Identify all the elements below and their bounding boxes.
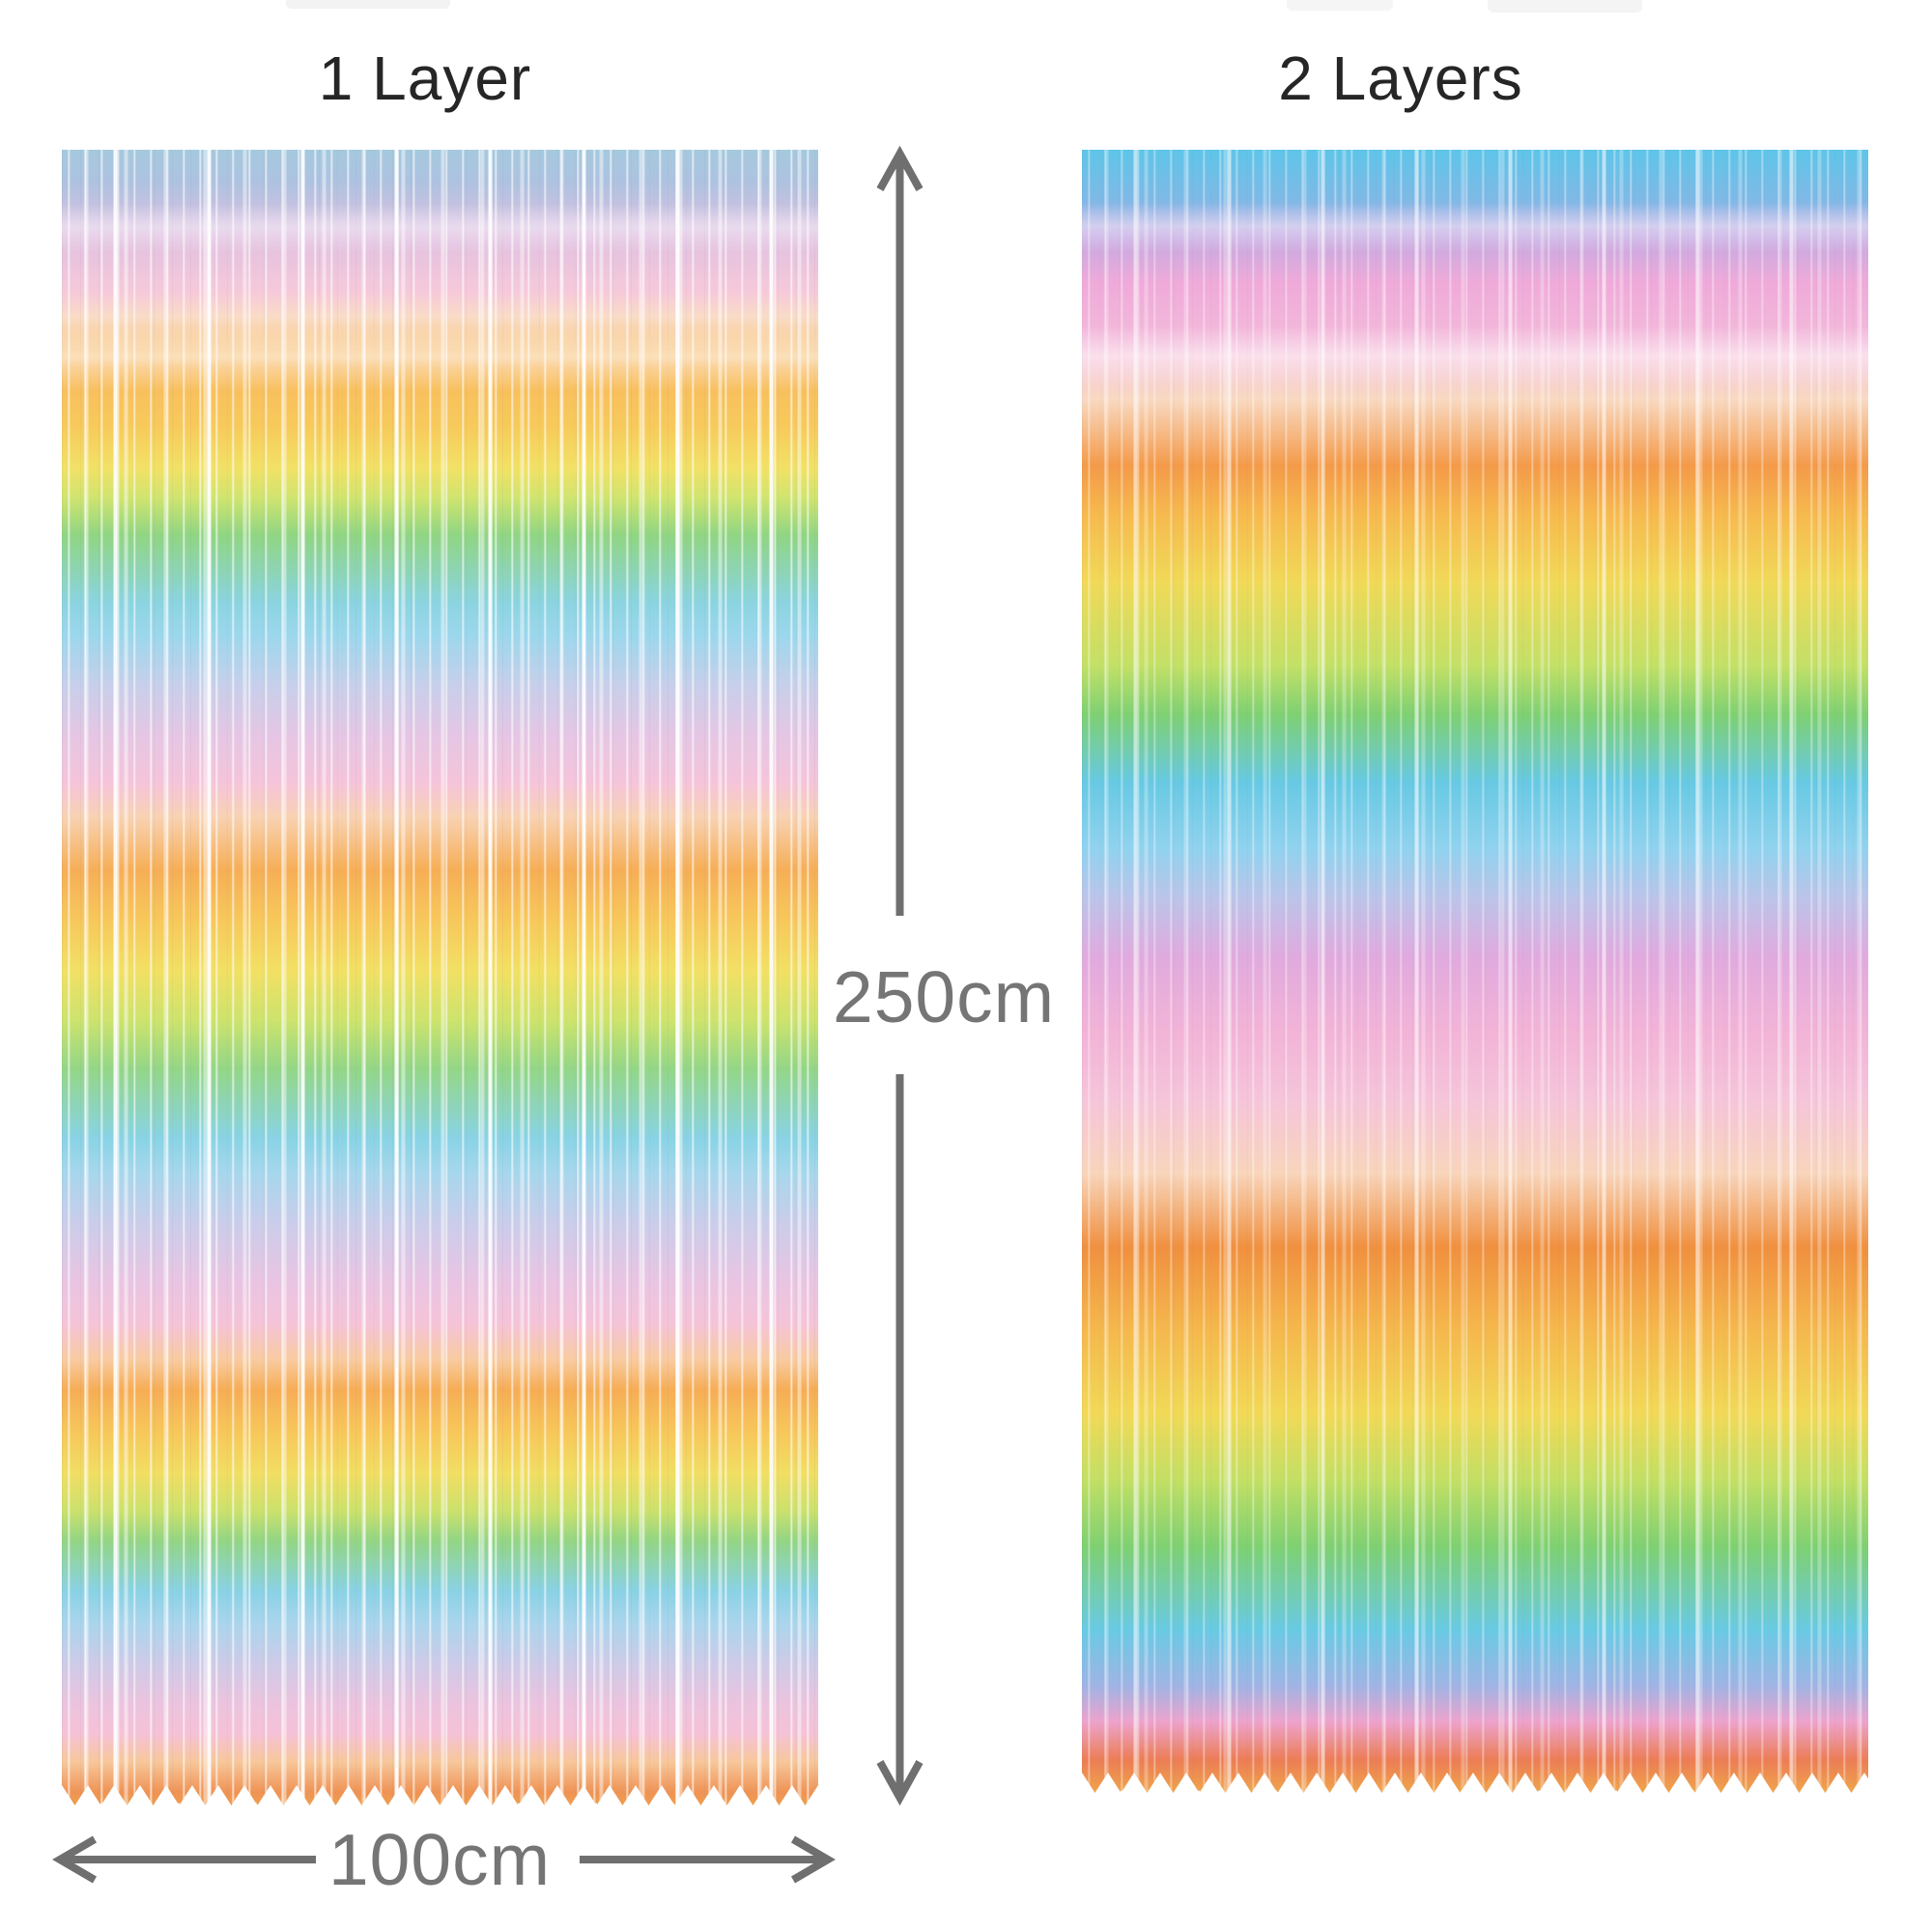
foil-curtain-2-layers: [1082, 150, 1868, 1813]
height-arrow-top-arrowhead: [876, 145, 923, 191]
label-1-layer: 1 Layer: [318, 43, 532, 113]
foil-curtain-1-layer: [62, 150, 818, 1826]
cropped-ui-artifact: [1488, 0, 1642, 13]
curtain-fringe-tips: [1082, 1773, 1868, 1813]
width-dimension-label: 100cm: [327, 1819, 552, 1900]
height-arrow-bottom-arrowhead: [876, 1760, 923, 1806]
cropped-ui-artifact: [286, 0, 450, 9]
curtain-fringe-tips: [62, 1785, 818, 1826]
width-arrow-right-arrowhead: [790, 1835, 836, 1884]
label-2-layers: 2 Layers: [1278, 43, 1523, 113]
width-arrow-left-arrowhead: [52, 1835, 98, 1884]
height-dimension-label: 250cm: [833, 956, 1056, 1037]
curtain-gloss-sheen: [1082, 150, 1868, 1813]
curtain-gloss-sheen: [62, 150, 818, 1826]
cropped-ui-artifact: [1287, 0, 1393, 11]
